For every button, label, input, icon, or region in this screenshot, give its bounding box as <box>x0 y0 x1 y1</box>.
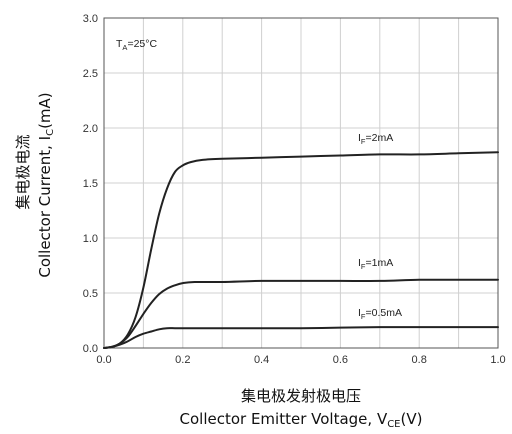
y-tick-label: 2.0 <box>83 123 98 135</box>
y-axis-title-cn: 集电极电流 <box>14 134 32 209</box>
x-tick-label: 0.8 <box>412 354 427 366</box>
x-tick-label: 0.2 <box>175 354 190 366</box>
x-tick-label: 0.4 <box>254 354 269 366</box>
series-label-1ma: IF=1mA <box>358 257 393 271</box>
x-axis-title-cn: 集电极发射极电压 <box>241 387 361 405</box>
series-label-2ma: IF=2mA <box>358 132 393 146</box>
grid <box>104 18 498 348</box>
plot-frame <box>103 17 499 349</box>
series-layer <box>103 151 499 349</box>
series-line-2 <box>103 278 499 349</box>
series-line-1 <box>103 151 499 349</box>
y-tick-label: 2.5 <box>83 68 98 80</box>
series-label-0-5ma: IF=0.5mA <box>358 307 402 321</box>
x-axis-title-en: Collector Emitter Voltage, VCE(V) <box>180 410 423 430</box>
y-tick-label: 1.0 <box>83 233 98 245</box>
x-tick-label: 0.6 <box>333 354 348 366</box>
series-line-3 <box>103 326 499 349</box>
x-tick-label: 1.0 <box>490 354 505 366</box>
y-tick-label: 0.0 <box>83 343 98 355</box>
y-axis-title-en: Collector Current, IC(mA) <box>36 92 56 277</box>
temperature-condition: TA=25°C <box>116 38 157 52</box>
x-tick-labels: 0.0 0.2 0.4 0.6 0.8 1.0 <box>96 354 505 366</box>
y-tick-labels: 0.0 0.5 1.0 1.5 2.0 2.5 3.0 <box>83 13 98 355</box>
x-tick-label: 0.0 <box>96 354 111 366</box>
y-tick-label: 1.5 <box>83 178 98 190</box>
y-tick-label: 0.5 <box>83 288 98 300</box>
y-tick-label: 3.0 <box>83 13 98 25</box>
